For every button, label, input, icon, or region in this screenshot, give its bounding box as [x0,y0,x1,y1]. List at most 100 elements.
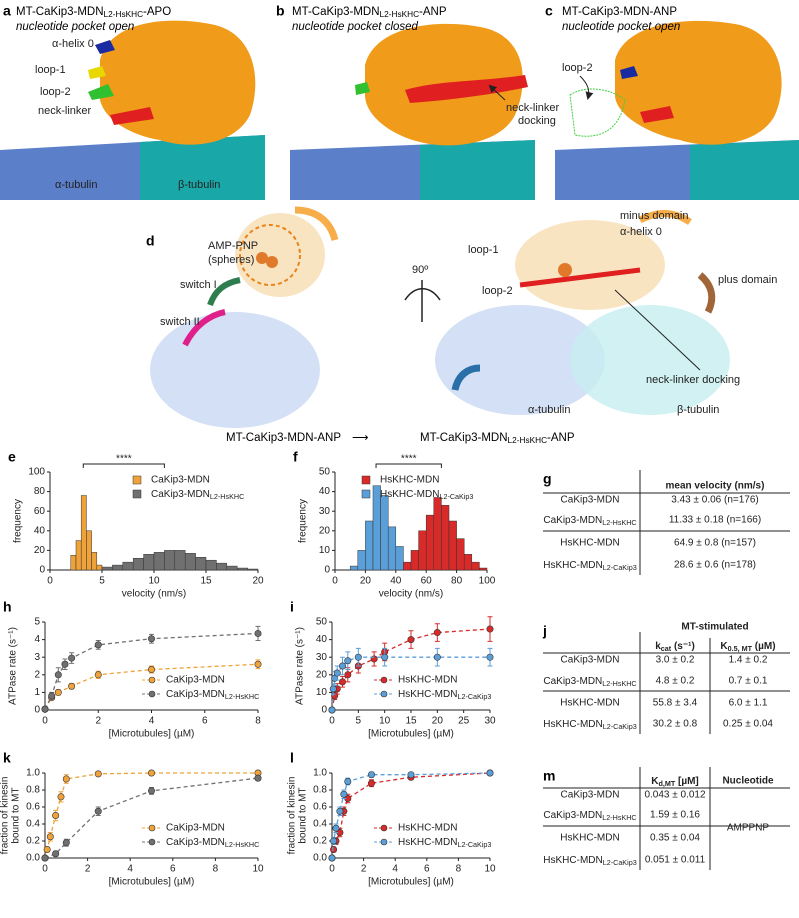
table-cell: HsKHC-MDNL2-CaKip3 [543,855,636,867]
text-part: -ANP [547,432,575,444]
table-cell: 4.8 ± 0.2 [656,676,695,687]
y-tick-label: 1.0 [26,768,40,779]
x-tick-label: 10 [252,864,264,875]
bar [425,514,435,571]
y-tick-label: 40 [316,634,328,645]
panel-letter: e [8,449,16,465]
y-tick-label: 30 [316,652,328,663]
text-part: CaKip3-MDN [543,515,602,526]
text-part: -ANP [419,6,447,18]
point [94,807,102,815]
point [339,662,347,670]
structure-b [290,23,535,200]
point [254,774,262,782]
y-tick-label: 0.6 [26,802,40,813]
y-axis-label: fraction of kinesin [0,777,11,855]
text-part: L2-HsKHC [602,679,636,688]
y-tick-label: 50 [316,617,328,628]
state-label: MT-CaKip3-MDNL2-HsKHC-ANP [420,432,575,445]
panel-letter: j [542,623,547,639]
y-tick-label: 0.4 [313,819,327,830]
y-axis-label: frequency [298,499,309,543]
legend-marker [380,676,388,684]
bar [75,540,82,571]
text-part: L2-HsKHC [602,518,636,527]
point [344,671,352,679]
legend-label: HsKHC-MDNL2-CaKip3 [398,837,491,849]
y-tick-label: 2 [34,669,40,680]
bar [164,550,176,571]
text-part: L2-HsKHC [225,840,259,849]
point [433,629,441,637]
structure-label: neck-linker [506,102,560,114]
text-part: K [651,776,659,787]
x-tick-label: 10 [379,716,391,727]
text-part: CaKip3-MDN [543,676,602,687]
panel-title: MT-CaKip3-MDNL2-HsKHC-ANP [292,6,447,19]
legend-label: CaKip3-MDNL2-HsKHC [151,489,244,501]
structure-label: loop-1 [35,64,66,76]
bar [365,520,374,571]
text-part: L2-HsKHC [602,813,636,822]
y-tick-label: 60 [34,506,46,517]
point [57,793,65,801]
bar [247,568,259,571]
y-tick-label: 20 [34,545,46,556]
structure-label: β-tubulin [677,404,719,416]
legend-marker [148,690,156,698]
bar [380,495,389,571]
structure-label: α-tubulin [55,179,97,191]
x-tick-label: 4 [127,864,133,875]
y-tick-label: 0.8 [26,785,40,796]
text-part: CaKip3-MDN [166,837,225,848]
point [94,671,102,679]
bar [216,562,228,571]
point [54,688,62,696]
panel-letter: a [3,3,11,19]
y-tick-label: 0.2 [313,836,327,847]
x-tick-label: 4 [149,716,155,727]
structure-label: neck-linker [38,105,92,117]
point [332,824,340,832]
significance-label: **** [116,454,132,465]
point [54,671,62,679]
y-axis-label: bound to MT [11,787,22,843]
y-tick-label: 3 [34,652,40,663]
table-header: K0.5, MT (µM) [720,641,775,653]
structure-label: 90º [412,264,428,276]
chart: i 0 10 20 30 40 50 0 5 10 15 20 25 30 [Microtubules] (… [290,599,496,740]
point [354,653,362,661]
table-cell: HsKHC-MDNL2-CaKip3 [543,719,636,731]
structure-label: loop-1 [468,244,499,256]
x-tick-label: 25 [458,716,470,727]
text-part: L2-CaKip3 [603,722,637,731]
bar [349,565,359,571]
panel-letter: l [290,750,294,766]
point [328,706,336,714]
bar [448,520,457,571]
y-axis-label: ATPase rate (s⁻¹) [8,627,19,705]
point [68,654,76,662]
point [94,770,102,778]
text-part: L2-CaKip3 [603,563,637,572]
point [148,787,156,795]
bar [143,554,155,571]
text-part: K [720,641,728,652]
bar [174,550,186,571]
table: j kcat (s⁻¹) K0.5, MT (µM) CaKip3-MDN 3.0 ± … [542,622,790,734]
table-cell: CaKip3-MDN [561,655,620,666]
text-part: (s⁻¹) [671,641,695,652]
x-axis-label: [Microtubules] (µM) [368,877,454,888]
point [148,769,156,777]
text-part: MT-CaKip3-MDN [16,6,104,18]
x-tick-label: 0 [47,576,53,587]
table-cell: HsKHC-MDNL2-CaKip3 [543,560,636,572]
text-part: L2-HsKHC [210,492,244,501]
structure-label: α-helix 0 [620,226,662,238]
bar [195,557,207,571]
text-part: HsKHC-MDN [543,719,602,730]
structure-d [150,206,730,428]
bar [403,561,412,571]
x-tick-label: 2 [361,864,367,875]
dashed-line [331,656,490,711]
